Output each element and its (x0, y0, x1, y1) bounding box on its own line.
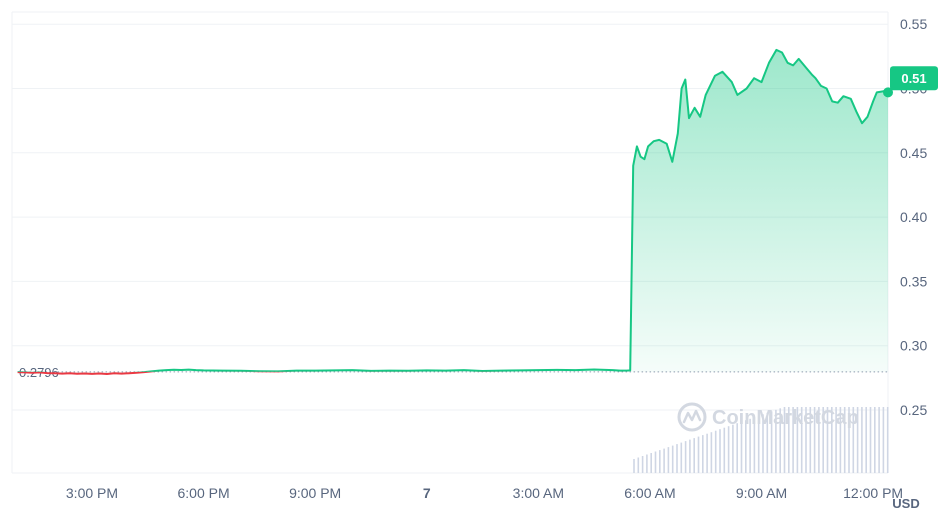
volume-bar (637, 457, 640, 473)
x-axis: 3:00 PM 6:00 PM 9:00 PM 7 3:00 AM 6:00 AM 9:00… (66, 485, 903, 501)
volume-bar (633, 459, 635, 473)
volume-bar (783, 407, 786, 473)
volume-bar (719, 429, 721, 473)
volume-bar (822, 407, 824, 473)
x-tick-label: 6:00 AM (624, 485, 675, 501)
volume-bar (710, 432, 713, 473)
volume-bars (633, 407, 889, 473)
volume-bar (732, 424, 734, 473)
x-tick-label: 6:00 PM (177, 485, 229, 501)
volume-bar (654, 451, 657, 473)
price-line-down (17, 371, 488, 375)
volume-bar (861, 407, 863, 473)
volume-bar (865, 407, 867, 473)
y-tick-label: 0.55 (900, 16, 927, 32)
x-tick-label: 12:00 PM (843, 485, 903, 501)
volume-bar (796, 407, 799, 473)
volume-bar (740, 421, 743, 473)
current-price-dot (883, 87, 893, 98)
volume-bar (878, 407, 880, 473)
volume-bar (839, 407, 842, 473)
volume-bar (809, 407, 812, 473)
volume-bar (882, 407, 885, 473)
volume-bar (818, 407, 820, 473)
volume-bar (689, 439, 691, 473)
x-tick-label: 9:00 AM (736, 485, 787, 501)
volume-bar (831, 407, 833, 473)
current-price-badge: 0.51 (890, 66, 938, 91)
y-tick-label: 0.35 (900, 273, 927, 289)
volume-bar (646, 454, 648, 473)
current-price-label: 0.51 (901, 71, 926, 86)
volume-bar (826, 407, 829, 473)
current-price-badge-bg (890, 66, 938, 91)
volume-bar (702, 435, 704, 473)
price-area-fill (17, 49, 889, 375)
x-tick-label: 7 (423, 485, 431, 501)
volume-bar (852, 407, 855, 473)
y-tick-label: 0.45 (900, 145, 927, 161)
volume-bar (805, 407, 807, 473)
volume-bar (848, 407, 850, 473)
volume-bar (788, 407, 790, 473)
volume-bar (680, 442, 683, 473)
volume-bar (684, 441, 687, 473)
volume-bar (762, 414, 764, 473)
volume-bar (779, 408, 781, 473)
coinmarketcap-logo-icon (677, 402, 707, 432)
volume-bar (663, 448, 665, 473)
volume-bar (843, 407, 846, 473)
watermark-text: CoinMarketCap (712, 407, 859, 429)
volume-bar (757, 415, 760, 473)
volume-bar (641, 456, 644, 473)
volume-bar (749, 418, 751, 473)
volume-bar (659, 450, 661, 473)
volume-bar (770, 411, 773, 473)
volume-bar (813, 407, 816, 473)
coinmarketcap-watermark: CoinMarketCap (677, 402, 859, 432)
volume-bar (874, 407, 876, 473)
volume-bar (792, 407, 794, 473)
y-axis: 0.550.500.450.400.350.300.25 (900, 16, 927, 418)
y-tick-label: 0.25 (900, 402, 927, 418)
currency-label: USD (892, 496, 919, 511)
price-line-up (17, 48, 889, 372)
y-tick-label: 0.40 (900, 209, 927, 225)
volume-bar (766, 412, 769, 473)
volume-bar (676, 444, 678, 473)
volume-bar (856, 407, 859, 473)
volume-bar (727, 426, 730, 473)
volume-bar (714, 430, 717, 473)
volume-bar (869, 407, 872, 473)
volume-bar (667, 447, 670, 473)
x-tick-label: 3:00 PM (66, 485, 118, 501)
volume-bar (650, 453, 652, 473)
volume-bar (800, 407, 803, 473)
volume-bar (693, 438, 695, 473)
volume-bar (671, 445, 674, 473)
volume-bar (753, 417, 756, 473)
volume-bar (697, 436, 700, 473)
volume-bar (775, 409, 777, 473)
x-tick-label: 9:00 PM (289, 485, 341, 501)
volume-bar (736, 423, 738, 473)
volume-bar (745, 420, 747, 473)
x-tick-label: 3:00 AM (513, 485, 564, 501)
y-tick-label: 0.30 (900, 338, 927, 354)
volume-bar (835, 407, 837, 473)
volume-bar (706, 433, 708, 473)
volume-bar (723, 427, 726, 473)
volume-bar (886, 407, 889, 473)
